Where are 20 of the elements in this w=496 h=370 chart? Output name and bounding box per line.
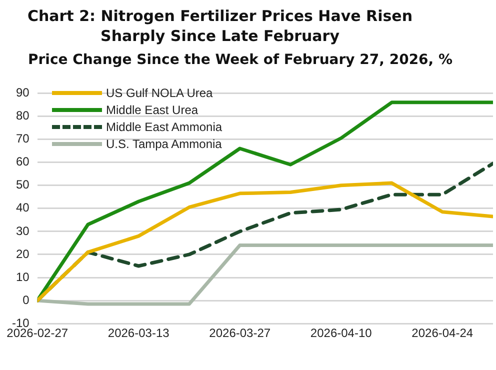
y-tick-label: 80 [16,108,30,123]
y-tick-label: 90 [16,86,30,100]
y-tick-label: 40 [16,200,30,215]
y-tick-label: 20 [16,246,30,261]
y-tick-label: 50 [16,178,30,192]
y-tick-label: 0 [22,292,30,307]
x-tick-label: 2026-03-27 [209,326,271,340]
x-tick-label: 2026-04-10 [310,326,372,340]
legend-label: Middle East Urea [106,102,198,116]
legend-label: Middle East Ammonia [106,120,222,134]
y-tick-label: 70 [16,132,30,146]
y-tick-label: 30 [16,224,30,238]
x-tick-label: 2026-04-24 [412,326,474,340]
chart-title: Chart 2: Nitrogen Fertilizer Prices Have Risen Sharply Since Late February [26,6,414,46]
x-tick-label: 2026-03-13 [108,326,170,340]
legend-label: U.S. Tampa Ammonia [106,136,222,150]
chart-subtitle: Price Change Since the Week of February 27, 2026, % [28,52,453,68]
y-tick-label: 60 [16,154,30,169]
legend-label: US Gulf NOLA Urea [106,86,213,100]
y-tick-label: 10 [16,270,30,284]
